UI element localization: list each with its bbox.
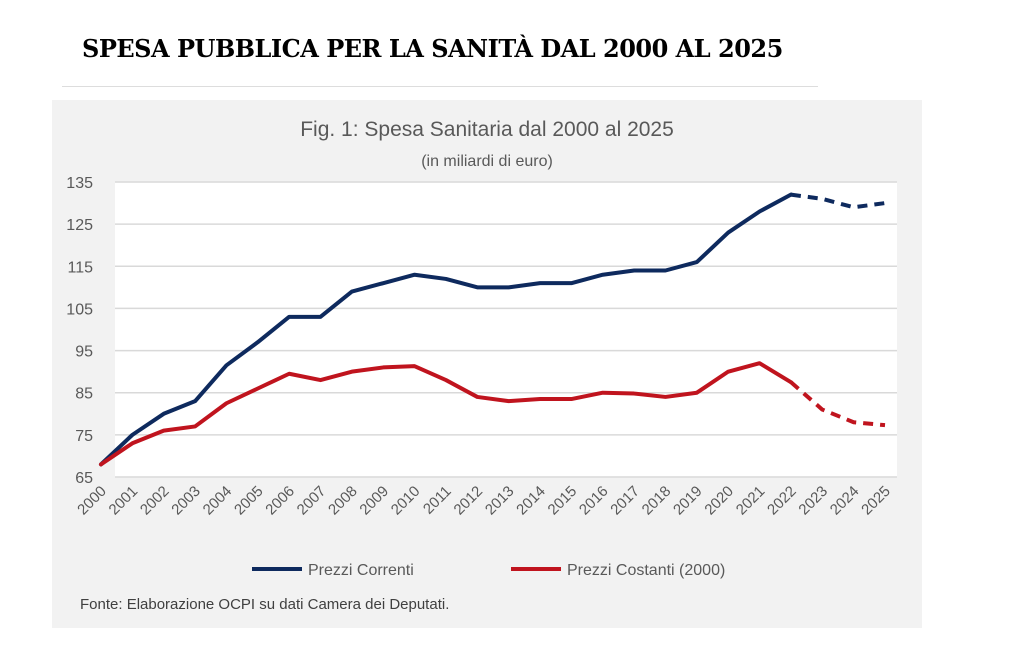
legend: Prezzi Correnti Prezzi Costanti (2000) (252, 562, 725, 579)
x-tick-label: 2013 (482, 483, 518, 519)
x-tick-label: 2022 (764, 483, 800, 519)
y-tick-label: 65 (75, 470, 93, 487)
chart-subtitle: (in miliardi di euro) (421, 153, 553, 170)
x-tick-label: 2009 (356, 483, 392, 519)
x-tick-label: 2011 (420, 483, 455, 518)
x-tick-label: 2015 (545, 483, 581, 519)
plot-area (115, 182, 897, 477)
x-tick-label: 2017 (607, 483, 643, 519)
x-tick-label: 2025 (858, 483, 894, 519)
x-tick-label: 2024 (827, 483, 863, 519)
x-tick-label: 2023 (795, 483, 831, 519)
series-projection-1 (789, 380, 886, 428)
x-tick-label: 2002 (137, 483, 173, 519)
y-tick-label: 105 (66, 301, 93, 318)
divider (62, 86, 818, 87)
x-tick-label: 2021 (733, 483, 769, 519)
x-tick-label: 2006 (262, 483, 298, 519)
x-tick-label: 2014 (513, 483, 549, 519)
x-tick-label: 2012 (451, 483, 487, 519)
source-note: Fonte: Elaborazione OCPI su dati Camera … (80, 596, 449, 613)
legend-label-correnti: Prezzi Correnti (308, 562, 414, 579)
x-tick-label: 2008 (325, 483, 361, 519)
legend-label-costanti: Prezzi Costanti (2000) (567, 562, 725, 579)
y-tick-label: 135 (66, 175, 93, 192)
y-tick-label: 125 (66, 217, 93, 234)
x-tick-label: 2020 (701, 483, 737, 519)
x-tick-label: 2001 (106, 483, 142, 519)
x-tick-label: 2019 (670, 483, 706, 519)
chart-title: Fig. 1: Spesa Sanitaria dal 2000 al 2025 (300, 118, 674, 141)
page-heading: SPESA PUBBLICA PER LA SANITÀ DAL 2000 AL… (82, 34, 783, 63)
x-tick-label: 2004 (200, 483, 236, 519)
x-tick-label: 2018 (639, 483, 675, 519)
y-tick-label: 85 (75, 386, 93, 403)
x-tick-label: 2007 (294, 483, 330, 519)
x-tick-label: 2016 (576, 483, 612, 519)
x-tick-label: 2003 (168, 483, 204, 519)
y-tick-label: 75 (75, 428, 93, 445)
x-tick-label: 2010 (388, 483, 424, 519)
y-tick-label: 115 (67, 259, 93, 276)
x-tick-label: 2000 (74, 483, 110, 519)
x-tick-label: 2005 (231, 483, 267, 519)
y-tick-label: 95 (75, 344, 93, 361)
